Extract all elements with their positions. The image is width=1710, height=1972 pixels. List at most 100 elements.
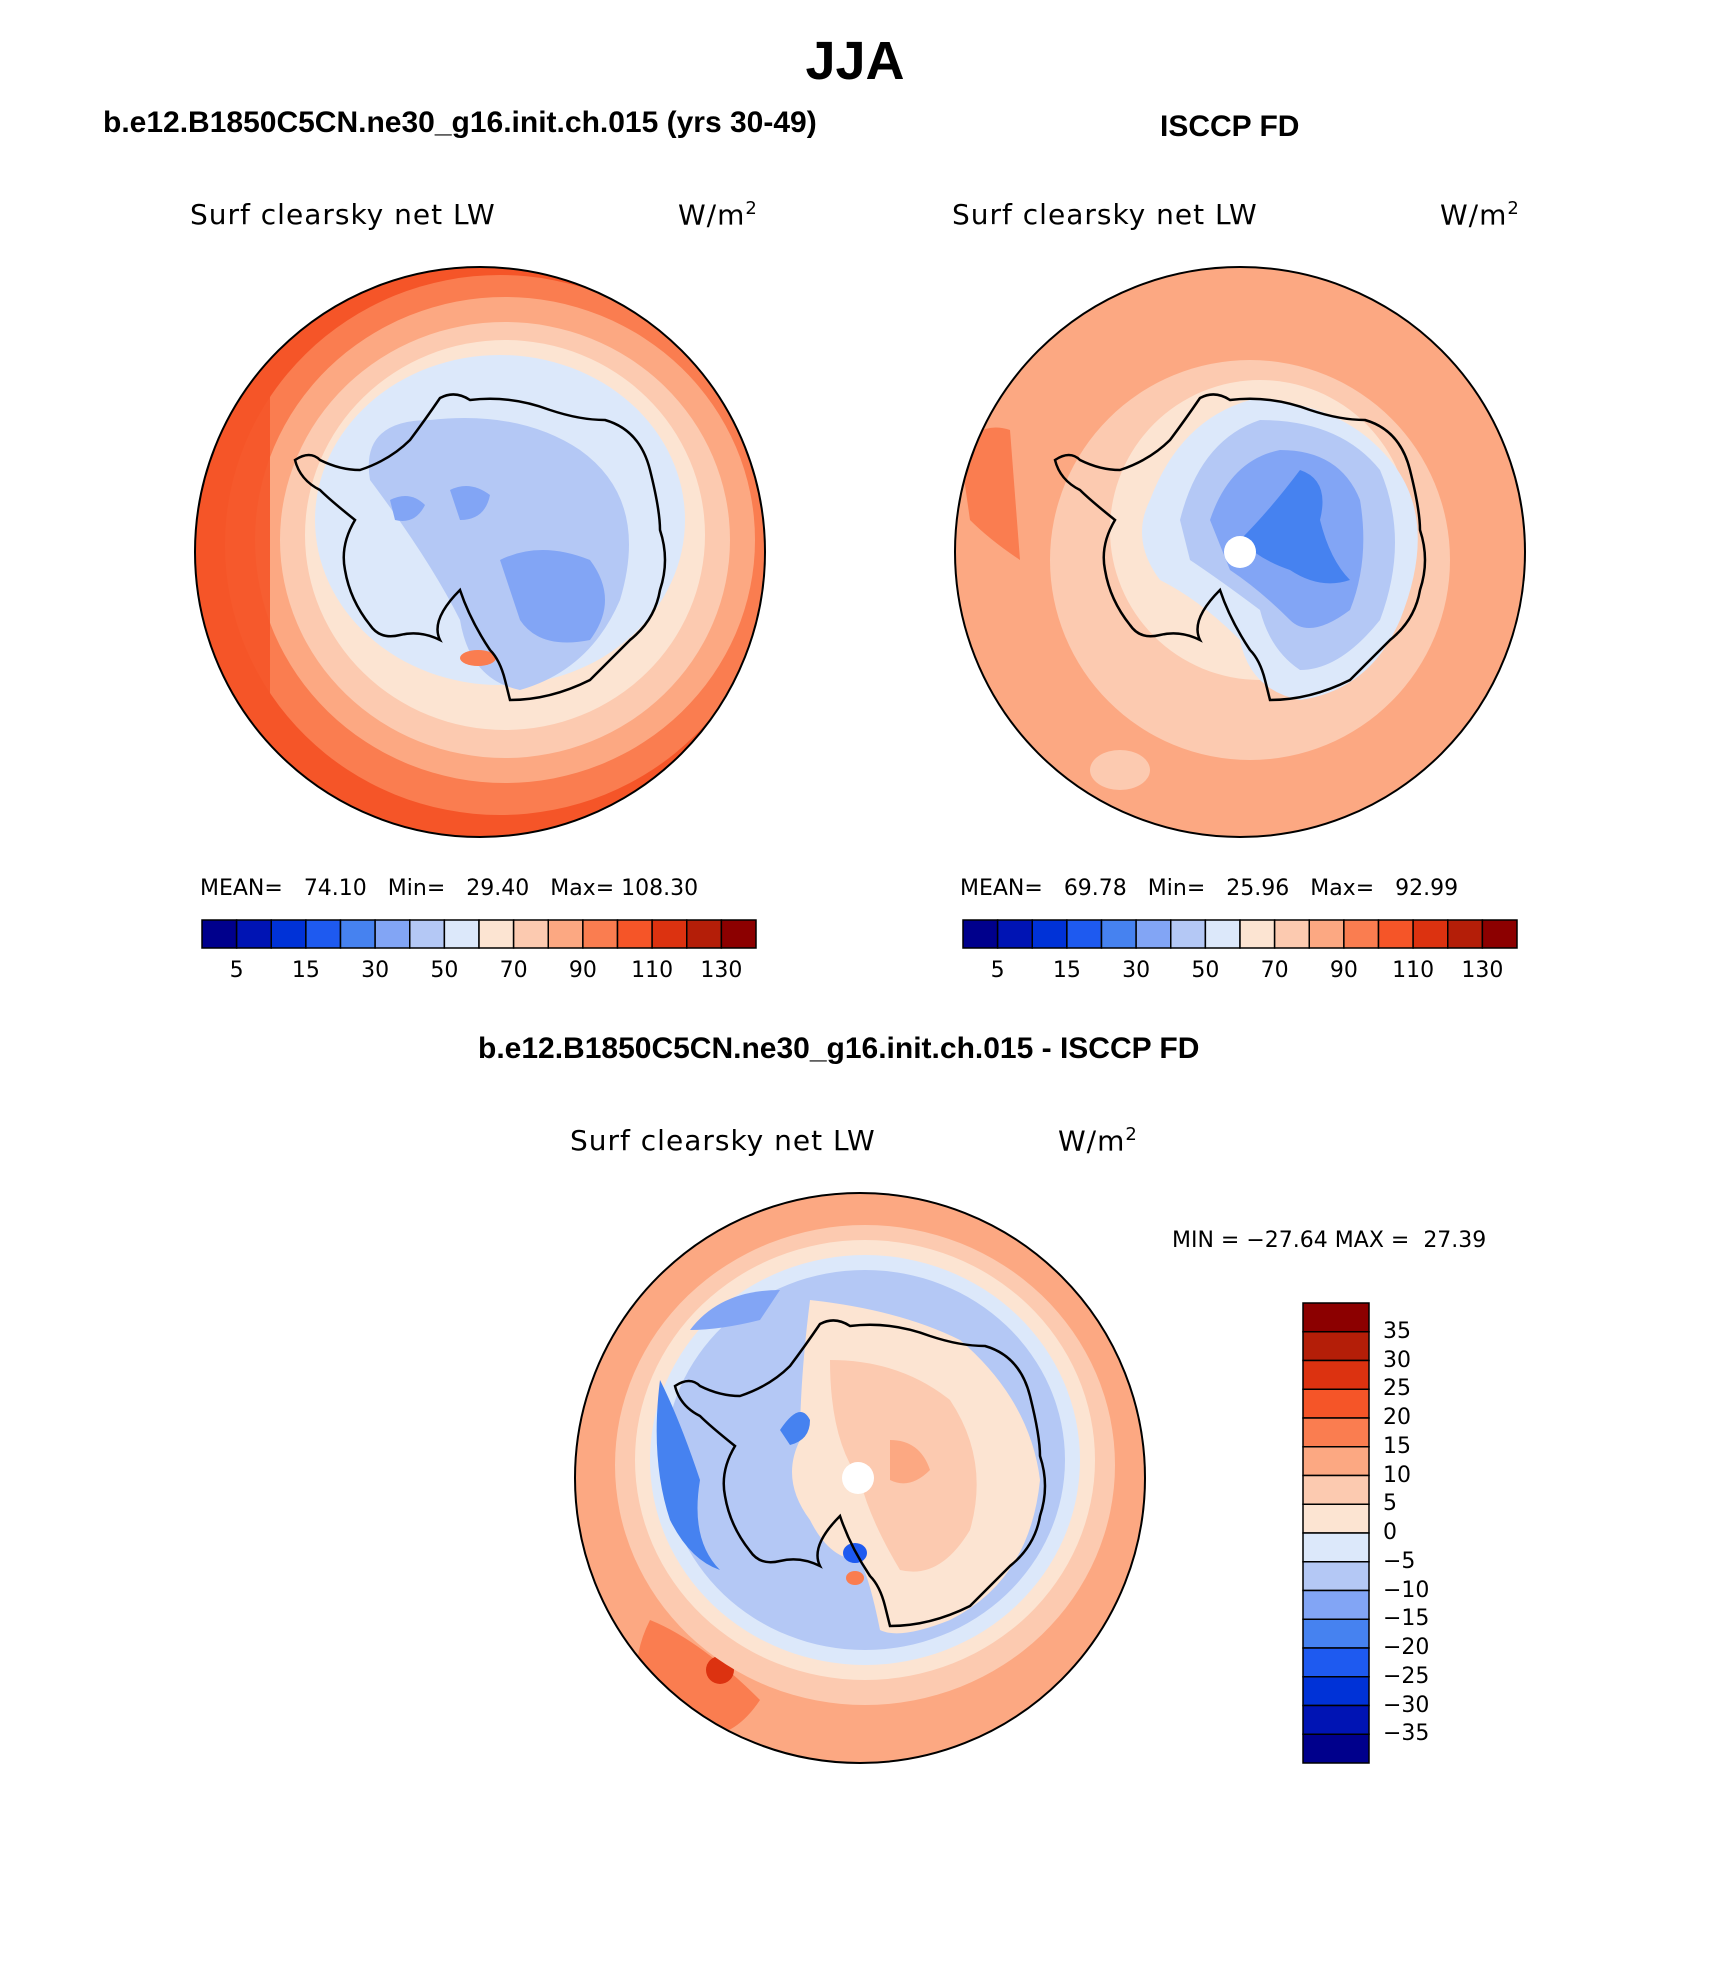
map-obs	[954, 266, 1526, 838]
missing-data-pole	[842, 1462, 874, 1494]
colorbar-tick-label: 110	[631, 958, 674, 983]
max-label: MAX =	[1334, 1228, 1410, 1253]
contour-band	[1240, 470, 1350, 584]
mean-value: 74.10	[303, 876, 367, 901]
antarctica-coastline	[293, 393, 667, 702]
max-value: 92.99	[1395, 876, 1459, 901]
colorbar-box	[1447, 919, 1484, 949]
missing-data-pole	[1224, 536, 1256, 568]
colorbar-tick-label: 130	[1461, 958, 1504, 983]
colorbar-tick-label: 30	[361, 958, 390, 983]
colorbar-box	[1302, 1417, 1370, 1448]
mean-label: MEAN=	[200, 876, 283, 901]
colorbar-box	[1302, 1704, 1370, 1735]
colorbar-box	[1302, 1561, 1370, 1592]
colorbar-box	[1377, 919, 1414, 949]
colorbar-box	[1273, 919, 1310, 949]
colorbar-tick-label: −25	[1383, 1663, 1430, 1689]
colorbar-tick-label: 70	[499, 958, 528, 983]
colorbar-box	[1302, 1532, 1370, 1563]
colorbar-tick-label: 15	[291, 958, 320, 983]
colorbar-box	[720, 919, 757, 949]
colorbar-tick-label: −30	[1383, 1692, 1430, 1718]
colorbar-box	[1308, 919, 1345, 949]
colorbar-box	[996, 919, 1033, 949]
colorbar-box	[443, 919, 480, 949]
variable-label-diff: Surf clearsky net LW	[570, 1124, 876, 1157]
colorbar-tick-label: 5	[1383, 1491, 1397, 1517]
colorbar-tick-label: 5	[229, 958, 244, 983]
stats-diff: MIN = −27.64 MAX = 27.39	[1172, 1228, 1486, 1253]
colorbar-tick-label: −20	[1383, 1635, 1430, 1660]
min-label: Min=	[1147, 876, 1206, 901]
max-value: 108.30	[621, 876, 699, 901]
colorbar-model	[201, 919, 757, 949]
colorbar-box	[1412, 919, 1449, 949]
colorbar-box	[1031, 919, 1068, 949]
colorbar-box	[962, 919, 999, 949]
colorbar-tick-label: 15	[1052, 958, 1081, 983]
panel-title-model: b.e12.B1850C5CN.ne30_g16.init.ch.015 (yr…	[103, 106, 817, 139]
colorbar-box	[270, 919, 307, 949]
units-exponent: 2	[745, 198, 758, 219]
antarctica-coastline	[673, 1319, 1047, 1628]
units-text: W/m	[678, 198, 746, 232]
contour-band	[960, 427, 1020, 560]
units-exponent: 2	[1507, 198, 1520, 219]
colorbar-box	[651, 919, 688, 949]
mean-label: MEAN=	[960, 876, 1043, 901]
colorbar-tick-label: 90	[568, 958, 597, 983]
colorbar-tick-label: 0	[1383, 1520, 1397, 1545]
colorbar-box	[1302, 1388, 1370, 1419]
map-model	[194, 266, 766, 838]
contour-band	[890, 1440, 930, 1484]
colorbar-box	[512, 919, 549, 949]
contour-band	[846, 1571, 864, 1585]
map-border	[574, 1192, 1146, 1764]
max-label: Max=	[1310, 876, 1375, 901]
contour-band	[450, 486, 490, 520]
min-value: 29.40	[466, 876, 530, 901]
colorbar-tick-label: 30	[1122, 958, 1151, 983]
colorbar-tick-label: −35	[1383, 1721, 1430, 1747]
panel-title-obs: ISCCP FD	[1160, 110, 1300, 143]
map-border	[194, 266, 766, 838]
colorbar-tick-label: 50	[1191, 958, 1220, 983]
colorbar-tick-label: 20	[1383, 1405, 1411, 1430]
colorbar-box	[1302, 1302, 1370, 1333]
colorbar-box	[235, 919, 272, 949]
colorbar-box	[1302, 1474, 1370, 1505]
stats-model: MEAN= 74.10 Min= 29.40 Max= 108.30	[200, 876, 698, 901]
variable-label-obs: Surf clearsky net LW	[952, 198, 1258, 231]
colorbar-tick-label: 35	[1383, 1318, 1411, 1344]
colorbar-box	[686, 919, 723, 949]
colorbar-tick-label: 30	[1383, 1347, 1411, 1373]
colorbar-box	[1302, 1589, 1370, 1620]
colorbar-tick-label: 110	[1392, 958, 1435, 983]
figure-title: JJA	[805, 31, 905, 91]
units-label-diff: W/m2	[1058, 1124, 1138, 1157]
contour-band	[780, 1412, 810, 1445]
stats-obs: MEAN= 69.78 Min= 25.96 Max= 92.99	[960, 876, 1458, 901]
map-border	[954, 266, 1526, 838]
colorbar-diff	[1302, 1302, 1370, 1764]
colorbar-box	[1302, 1647, 1370, 1678]
colorbar-tick-label: 130	[700, 958, 743, 983]
min-label: MIN =	[1172, 1228, 1240, 1253]
colorbar-tick-label: 50	[430, 958, 459, 983]
colorbar-box	[201, 919, 238, 949]
colorbar-box	[547, 919, 584, 949]
contour-band	[690, 1290, 780, 1330]
colorbar-box	[582, 919, 619, 949]
contour-band	[1090, 750, 1150, 790]
colorbar-box	[1135, 919, 1172, 949]
units-exponent: 2	[1125, 1124, 1138, 1145]
colorbar-box	[305, 919, 342, 949]
units-text: W/m	[1440, 198, 1508, 232]
contour-band	[500, 550, 605, 643]
colorbar-box	[1066, 919, 1103, 949]
colorbar-obs	[962, 919, 1518, 949]
min-value: 25.96	[1226, 876, 1290, 901]
colorbar-box	[1302, 1331, 1370, 1362]
colorbar-tick-label: −10	[1383, 1577, 1430, 1603]
